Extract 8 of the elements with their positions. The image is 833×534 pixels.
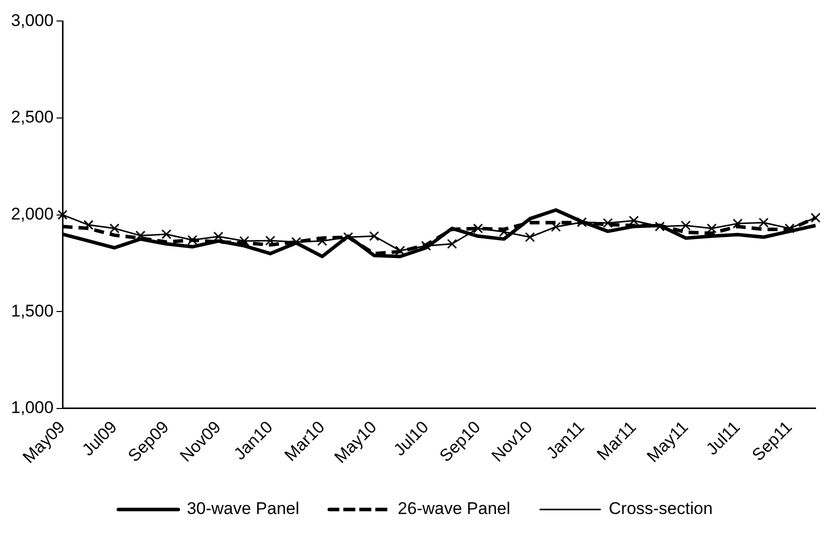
- y-tick-label: 1,000: [10, 398, 54, 418]
- y-tick-label: 2,500: [10, 108, 54, 127]
- legend-label: 26-wave Panel: [398, 499, 510, 518]
- y-tick-label: 3,000: [10, 10, 54, 30]
- y-tick-label: 1,500: [10, 301, 54, 320]
- legend-label: Cross-section: [608, 499, 713, 518]
- legend-label: 30-wave Panel: [186, 499, 300, 518]
- y-tick-label: 2,000: [10, 204, 54, 224]
